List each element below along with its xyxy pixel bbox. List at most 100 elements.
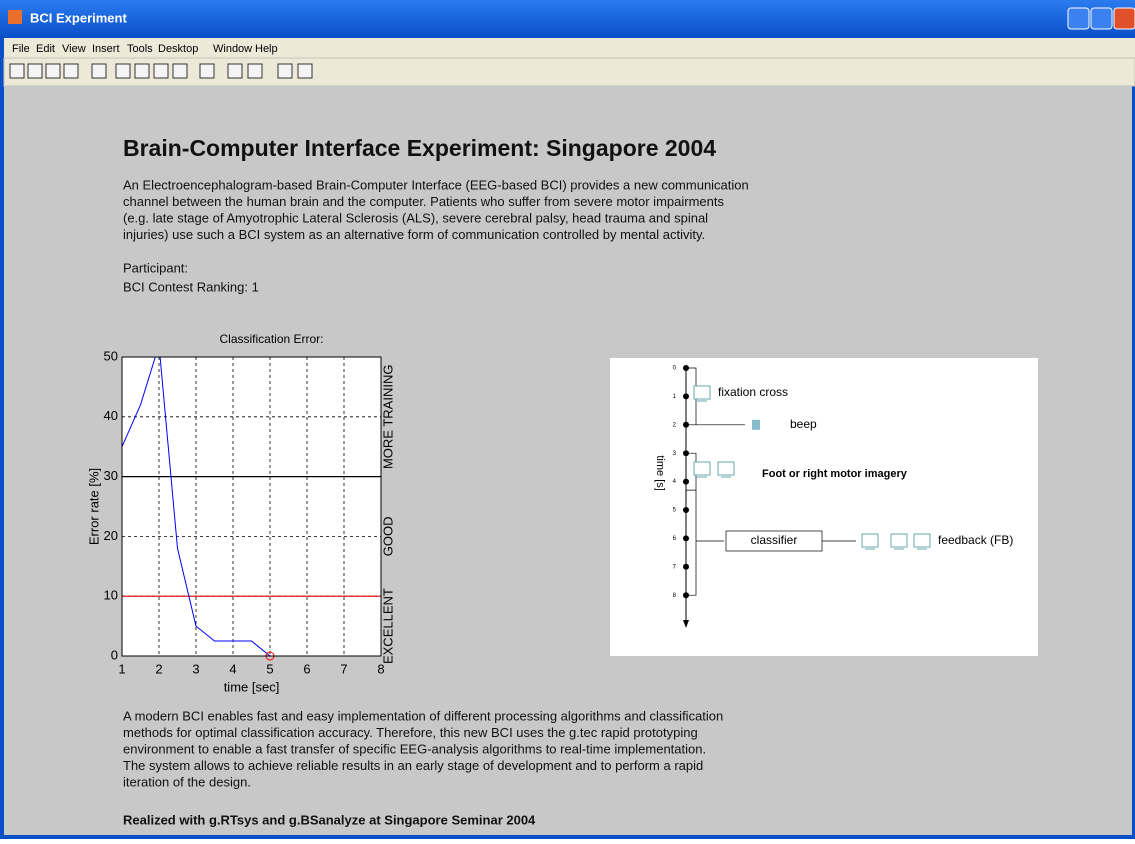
monitor-icon [913,533,931,548]
toolbar-button[interactable] [9,63,25,79]
bracket [686,367,697,425]
chart-title: Classification Error: [219,332,323,346]
toolbar-button[interactable] [247,63,263,79]
diagram-panel [610,358,1038,656]
y-tick-label: 40 [104,408,118,423]
diagram: 0 1 2 3 4 5 6 7 8 time [s] fixation cross beep Foot … [610,358,1038,656]
x-axis-label: time [sec] [224,679,280,694]
menu-item[interactable]: Desktop [158,43,198,55]
y-tick-label: 50 [104,348,118,363]
time-tick: 8 [673,593,677,599]
axes-box [121,356,382,657]
toolbar-button[interactable] [63,63,79,79]
menu-item[interactable]: File [12,43,30,55]
toolbar-button[interactable] [153,63,169,79]
menu-item[interactable]: Edit [36,43,55,55]
text-line: environment to enable a fast transfer of… [123,741,706,756]
toolbar-button[interactable] [172,63,188,79]
menu-item[interactable]: View [62,43,86,55]
time-dot [683,563,689,570]
monitor-icon [861,533,879,548]
menu-item[interactable]: Insert [92,43,120,55]
text-line: The system allows to achieve reliable re… [123,758,703,773]
text-line: A modern BCI enables fast and easy imple… [123,708,723,723]
y-axis-label: Error rate [%] [86,468,101,545]
y-tick-label: 0 [111,647,118,662]
zone-label: GOOD [380,517,395,557]
speaker-icon [752,419,760,430]
time-dot [683,535,689,542]
title-bar [0,0,1135,38]
toolbar-button[interactable] [115,63,131,79]
x-tick-label: 3 [192,661,199,676]
arrow [683,620,689,628]
toolbar-buttons [9,63,313,79]
y-tick-label: 20 [104,528,118,543]
time-tick: 4 [673,479,677,485]
time-tick: 7 [673,564,677,570]
intro: An Electroencephalogram-based Brain-Comp… [123,177,749,242]
data-line [122,357,381,656]
text-line: injuries) use such a BCI system as an al… [123,227,705,242]
toolbar-button[interactable] [91,63,107,79]
minimize-button[interactable] [1067,7,1090,30]
feedback-label: feedback (FB) [938,533,1013,547]
toolbar-button[interactable] [199,63,215,79]
time-dot [683,478,689,485]
classifier-label: classifier [751,533,798,547]
toolbar-button[interactable] [134,63,150,79]
x-tick-label: 6 [303,661,310,676]
y-tick-label: 10 [104,588,118,603]
time-tick: 3 [673,451,677,457]
maximize-button[interactable] [1090,7,1113,30]
x-tick-label: 8 [377,661,384,676]
beep-label: beep [790,417,817,431]
toolbar-button[interactable] [227,63,243,79]
toolbar-button[interactable] [27,63,43,79]
monitor-icon [693,461,711,476]
monitor-icon [890,533,908,548]
time-tick: 2 [673,422,677,428]
x-tick-label: 5 [266,661,273,676]
x-tick-label: 1 [118,661,125,676]
fixation-label: fixation cross [718,385,788,399]
plot-area [122,357,381,656]
app-icon [8,10,22,24]
chart: Classification Error: time [sec] Error rat… [86,332,395,694]
time-dot [683,393,689,400]
menu-bar [4,38,1135,58]
menu-item[interactable]: Help [255,43,278,55]
time-tick: 5 [673,508,677,514]
bracket [686,490,697,596]
zone-label: MORE TRAINING [380,365,395,470]
menu-item[interactable]: Window [213,43,252,55]
text-line: iteration of the design. [123,774,251,789]
text-line: methods for optimal classification accur… [123,725,698,740]
menu-item[interactable]: Tools [127,43,153,55]
toolbar-button[interactable] [277,63,293,79]
x-tick-label: 4 [229,661,236,676]
time-axis-label: time [s] [654,455,666,490]
y-tick-label: 30 [104,468,118,483]
credit: Realized with g.RTsys and g.BSanalyze at… [123,812,536,827]
time-tick: 1 [673,394,677,400]
zone-label: EXCELLENT [380,588,395,664]
outro: A modern BCI enables fast and easy imple… [123,708,723,789]
close-button[interactable] [1113,7,1135,30]
heading: Brain-Computer Interface Experiment: Sin… [123,135,716,161]
monitor-icon [717,461,735,476]
x-tick-label: 2 [155,661,162,676]
monitor-icon [693,385,711,400]
time-tick: 0 [673,366,677,372]
window-title: BCI Experiment [30,10,127,25]
time-dot [683,507,689,513]
toolbar-button[interactable] [45,63,61,79]
text-line: (e.g. late stage of Amyotrophic Lateral … [123,210,708,225]
x-tick-label: 7 [340,661,347,676]
text-line: channel between the human brain and the … [123,194,724,209]
toolbar-button[interactable] [297,63,313,79]
toolbar [3,57,1135,87]
time-tick: 6 [673,536,677,542]
